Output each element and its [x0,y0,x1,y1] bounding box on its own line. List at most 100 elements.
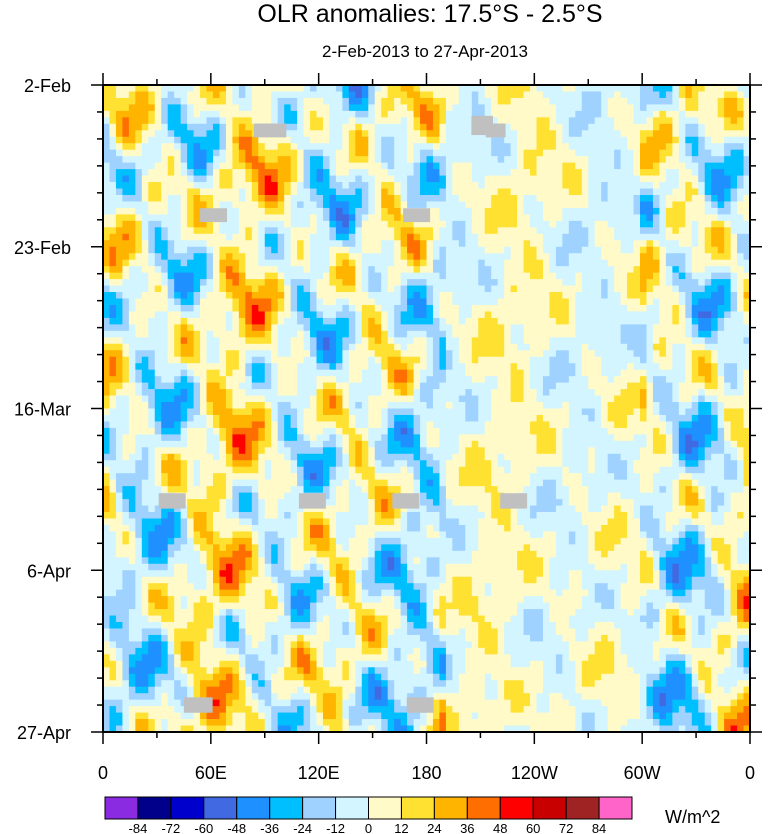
heatmap-cell [174,343,182,351]
heatmap-cell [109,304,117,313]
heatmap-cell [549,272,557,280]
heatmap-cell [122,117,130,125]
heatmap-cell [458,123,466,131]
heatmap-cell [271,91,279,99]
heatmap-cell [238,130,246,138]
heatmap-cell [335,227,343,235]
heatmap-cell [355,175,363,183]
heatmap-cell [103,304,111,313]
heatmap-cell [652,156,661,164]
heatmap-cell [400,227,408,235]
heatmap-cell [342,279,350,287]
heatmap-cell [122,136,130,144]
heatmap-cell [284,194,292,203]
heatmap-cell [284,91,292,99]
heatmap-cell [348,279,356,287]
heatmap-cell [730,207,738,215]
heatmap-cell [672,389,680,397]
heatmap-cell [374,395,382,403]
heatmap-cell [659,337,667,345]
heatmap-cell [420,117,428,125]
heatmap-cell [542,246,551,254]
heatmap-cell [730,136,738,144]
heatmap-cell [407,188,415,196]
heatmap-cell [743,317,751,325]
heatmap-cell [329,402,337,410]
heatmap-cell [504,175,512,183]
heatmap-cell [103,253,111,261]
heatmap-cell [737,136,745,144]
heatmap-cell [698,156,706,164]
heatmap-cell [530,188,538,196]
heatmap-cell [103,311,111,319]
heatmap-cell [465,104,473,112]
heatmap-cell [517,162,525,170]
heatmap-cell [167,266,175,274]
heatmap-cell [219,363,227,371]
heatmap-cell [361,246,369,254]
heatmap-cell [225,266,233,274]
heatmap-cell [258,369,266,377]
heatmap-cell [458,175,466,183]
heatmap-cell [109,130,117,138]
heatmap-cell [420,259,428,267]
heatmap-cell [504,259,512,267]
heatmap-cell [420,240,428,248]
heatmap-cell [348,350,356,358]
heatmap-cell [432,117,441,125]
heatmap-cell [523,285,531,293]
heatmap-cell [219,298,227,306]
heatmap-cell [128,201,136,209]
heatmap-cell [128,272,136,280]
heatmap-cell [342,285,350,293]
heatmap-cell [672,227,680,235]
heatmap-cell [445,272,453,280]
heatmap-cell [640,356,648,364]
heatmap-cell [517,395,525,403]
heatmap-cell [445,246,453,254]
heatmap-cell [659,382,667,390]
heatmap-cell [167,227,175,235]
heatmap-cell [536,188,544,196]
heatmap-cell [575,253,583,261]
heatmap-cell [659,356,667,364]
heatmap-cell [258,97,266,106]
heatmap-cell [180,156,188,164]
heatmap-cell [614,304,622,313]
heatmap-cell [232,266,240,274]
heatmap-cell [368,259,376,267]
heatmap-cell [536,136,544,144]
heatmap-cell [290,363,298,371]
heatmap-cell [452,337,460,345]
heatmap-cell [232,337,240,345]
heatmap-cell [200,182,208,190]
heatmap-cell [348,85,356,93]
heatmap-cell [245,227,253,235]
heatmap-cell [445,117,453,125]
heatmap-cell [167,149,175,157]
heatmap-cell [678,201,686,209]
heatmap-cell [206,389,214,397]
heatmap-cell [122,356,130,364]
heatmap-cell [329,350,337,358]
heatmap-cell [465,402,473,410]
heatmap-cell [264,395,272,403]
heatmap-cell [588,259,596,267]
heatmap-cell [310,356,318,364]
heatmap-cell [193,97,201,106]
heatmap-cell [432,175,441,183]
heatmap-cell [523,169,531,177]
heatmap-cell [536,201,544,209]
heatmap-cell [640,194,648,203]
heatmap-cell [704,285,712,293]
heatmap-cell [504,292,512,300]
heatmap-cell [530,402,538,410]
heatmap-cell [413,201,421,209]
heatmap-cell [251,220,259,228]
heatmap-cell [601,324,609,332]
heatmap-cell [174,175,182,183]
heatmap-cell [154,91,162,99]
heatmap-cell [238,304,246,313]
heatmap-cell [329,330,337,338]
heatmap-cell [167,272,175,280]
